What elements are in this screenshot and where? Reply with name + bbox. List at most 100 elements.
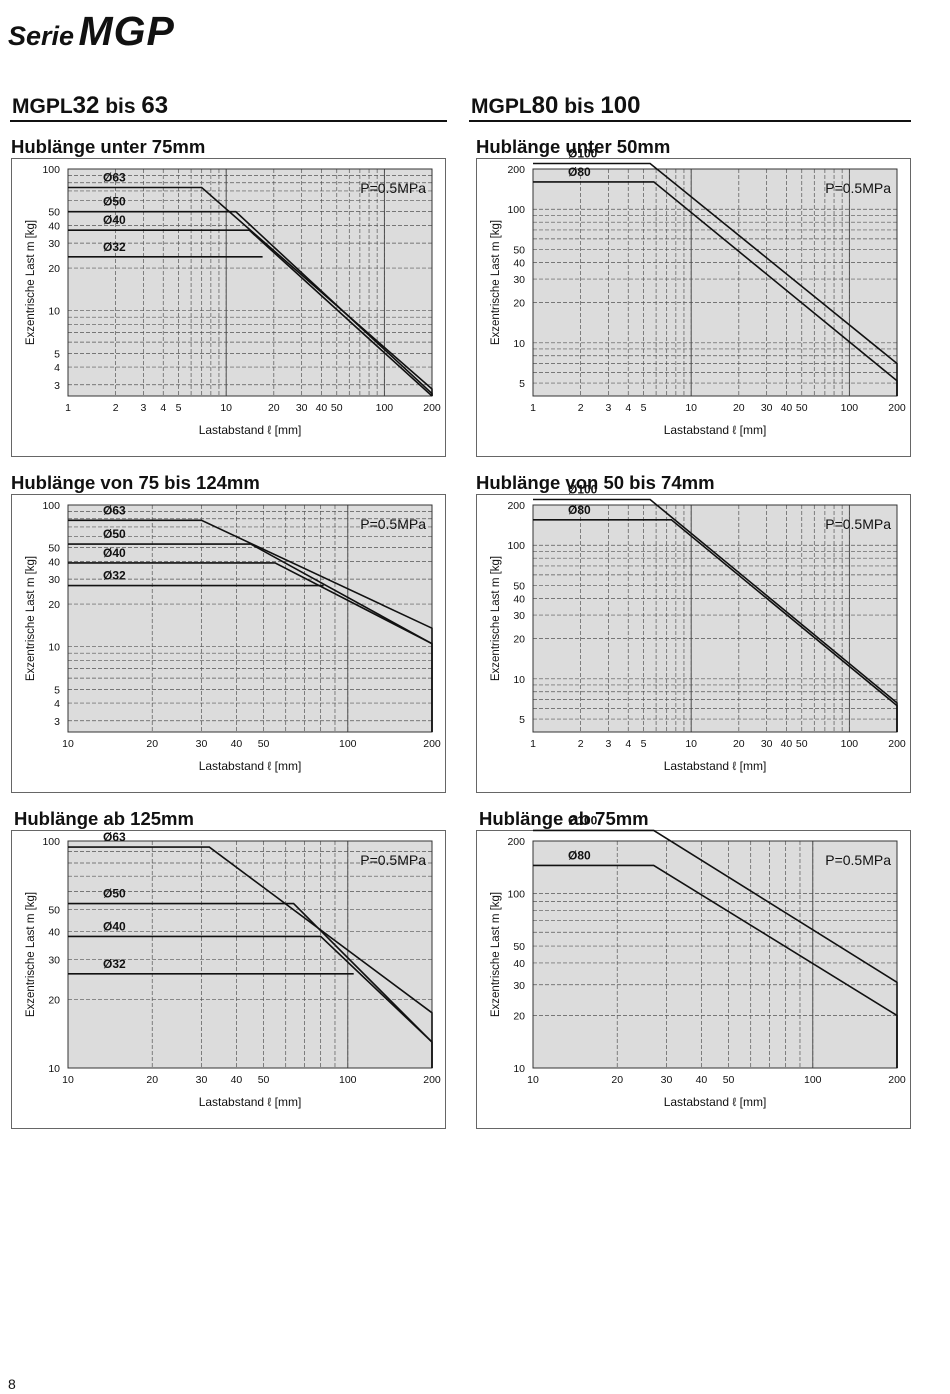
x-tick-label: 40: [316, 402, 328, 414]
x-tick-label: 2: [113, 402, 119, 414]
x-tick-label: 100: [376, 402, 394, 414]
y-tick-label: 20: [513, 298, 525, 310]
x-tick-label: 50: [258, 738, 270, 750]
series-title: Serie MGP: [8, 8, 175, 55]
x-tick-label: 20: [146, 1074, 158, 1086]
y-tick-label: 30: [48, 238, 60, 250]
x-axis-label: Lastabstand ℓ [mm]: [664, 423, 767, 437]
x-tick-label: 200: [423, 402, 441, 414]
x-tick-label: 30: [761, 738, 773, 750]
x-tick-label: 4: [160, 402, 166, 414]
x-tick-label: 5: [641, 402, 647, 414]
y-tick-label: 20: [513, 1010, 525, 1022]
series-label: Ø100: [568, 813, 598, 827]
chart-panel-4: 5 10 20 30 40 50 100 200 1 2 3 4 5 10 20 30 40 50 100 200 La…: [476, 482, 911, 793]
x-tick-label: 50: [331, 402, 343, 414]
section-rule-right: [469, 120, 911, 122]
x-tick-label: 10: [527, 1074, 539, 1086]
x-tick-label: 10: [685, 402, 697, 414]
section-title-left: MGPL32 bis 63: [12, 92, 168, 120]
y-axis-label: Exzentrische Last m [kg]: [25, 892, 37, 1017]
plot-area: [533, 169, 897, 396]
y-tick-label: 30: [48, 955, 60, 967]
x-tick-label: 200: [888, 738, 906, 750]
x-tick-label: 2: [578, 402, 584, 414]
series-label: Ø100: [568, 146, 598, 160]
x-tick-label: 20: [611, 1074, 623, 1086]
section-from: 80: [531, 92, 559, 119]
y-axis-label: Exzentrische Last m [kg]: [490, 556, 502, 681]
x-tick-label: 100: [841, 402, 859, 414]
plot-frame: [67, 840, 433, 1069]
x-tick-label: 200: [423, 738, 441, 750]
x-tick-label: 40: [696, 1074, 708, 1086]
x-tick-label: 20: [146, 738, 158, 750]
series-label: Ø32: [103, 240, 126, 254]
plot-area: [533, 505, 897, 732]
series-line: [68, 902, 433, 1068]
section-bis: bis: [564, 95, 595, 118]
x-tick-label: 1: [65, 402, 71, 414]
x-tick-label: 40: [231, 738, 243, 750]
chart-title-3: Hublänge von 75 bis 124mm: [11, 472, 260, 493]
series-line: [533, 518, 898, 732]
y-tick-label: 100: [42, 500, 60, 512]
y-tick-label: 20: [48, 263, 60, 275]
y-tick-label: 100: [507, 204, 525, 216]
section-rule-left: [10, 120, 447, 122]
y-tick-label: 50: [513, 580, 525, 592]
y-tick-label: 3: [54, 716, 60, 728]
y-tick-label: 30: [48, 574, 60, 586]
y-tick-label: 200: [507, 500, 525, 512]
x-tick-label: 40: [781, 402, 793, 414]
series-name: MGP: [78, 8, 175, 54]
x-axis-label: Lastabstand ℓ [mm]: [199, 423, 302, 437]
x-axis-label: Lastabstand ℓ [mm]: [664, 759, 767, 773]
x-tick-label: 30: [196, 1074, 208, 1086]
chart-title-4: Hublänge von 50 bis 74mm: [476, 472, 715, 493]
x-tick-label: 3: [606, 738, 612, 750]
plot-frame: [67, 168, 433, 397]
y-axis-label: Exzentrische Last m [kg]: [490, 220, 502, 345]
series-line: [68, 186, 433, 396]
series-line: [533, 181, 898, 396]
series-label: Ø40: [103, 213, 126, 227]
x-tick-label: 20: [733, 738, 745, 750]
y-tick-label: 10: [48, 306, 60, 318]
y-tick-label: 100: [42, 836, 60, 848]
y-tick-label: 40: [48, 220, 60, 232]
chart-title-1: Hublänge unter 75mm: [11, 136, 206, 157]
section-to: 100: [600, 92, 641, 119]
x-tick-label: 1: [530, 738, 536, 750]
y-tick-label: 20: [48, 599, 60, 611]
y-tick-label: 100: [507, 540, 525, 552]
pressure-annotation: P=0.5MPa: [360, 516, 426, 532]
x-tick-label: 2: [578, 738, 584, 750]
y-tick-label: 4: [54, 362, 60, 374]
y-tick-label: 5: [519, 714, 525, 726]
plot-area: [533, 841, 897, 1068]
y-tick-label: 50: [48, 543, 60, 555]
series-label: Ø63: [103, 171, 126, 185]
series-line: [68, 543, 433, 732]
y-axis-label: Exzentrische Last m [kg]: [490, 892, 502, 1017]
y-tick-label: 200: [507, 164, 525, 176]
y-tick-label: 20: [513, 634, 525, 646]
chart-title-2: Hublänge unter 50mm: [476, 136, 671, 157]
page-number: 8: [8, 1376, 16, 1392]
series-label: Ø32: [103, 957, 126, 971]
x-tick-label: 100: [339, 1074, 357, 1086]
series-line: [68, 210, 433, 396]
x-tick-label: 50: [796, 402, 808, 414]
series-line: [533, 162, 898, 396]
x-tick-label: 30: [661, 1074, 673, 1086]
x-tick-label: 200: [888, 1074, 906, 1086]
y-axis-label: Exzentrische Last m [kg]: [25, 556, 37, 681]
series-label: Ø40: [103, 546, 126, 560]
series-label: Ø50: [103, 195, 126, 209]
y-tick-label: 10: [513, 1063, 525, 1075]
x-tick-label: 20: [733, 402, 745, 414]
y-tick-label: 30: [513, 980, 525, 992]
